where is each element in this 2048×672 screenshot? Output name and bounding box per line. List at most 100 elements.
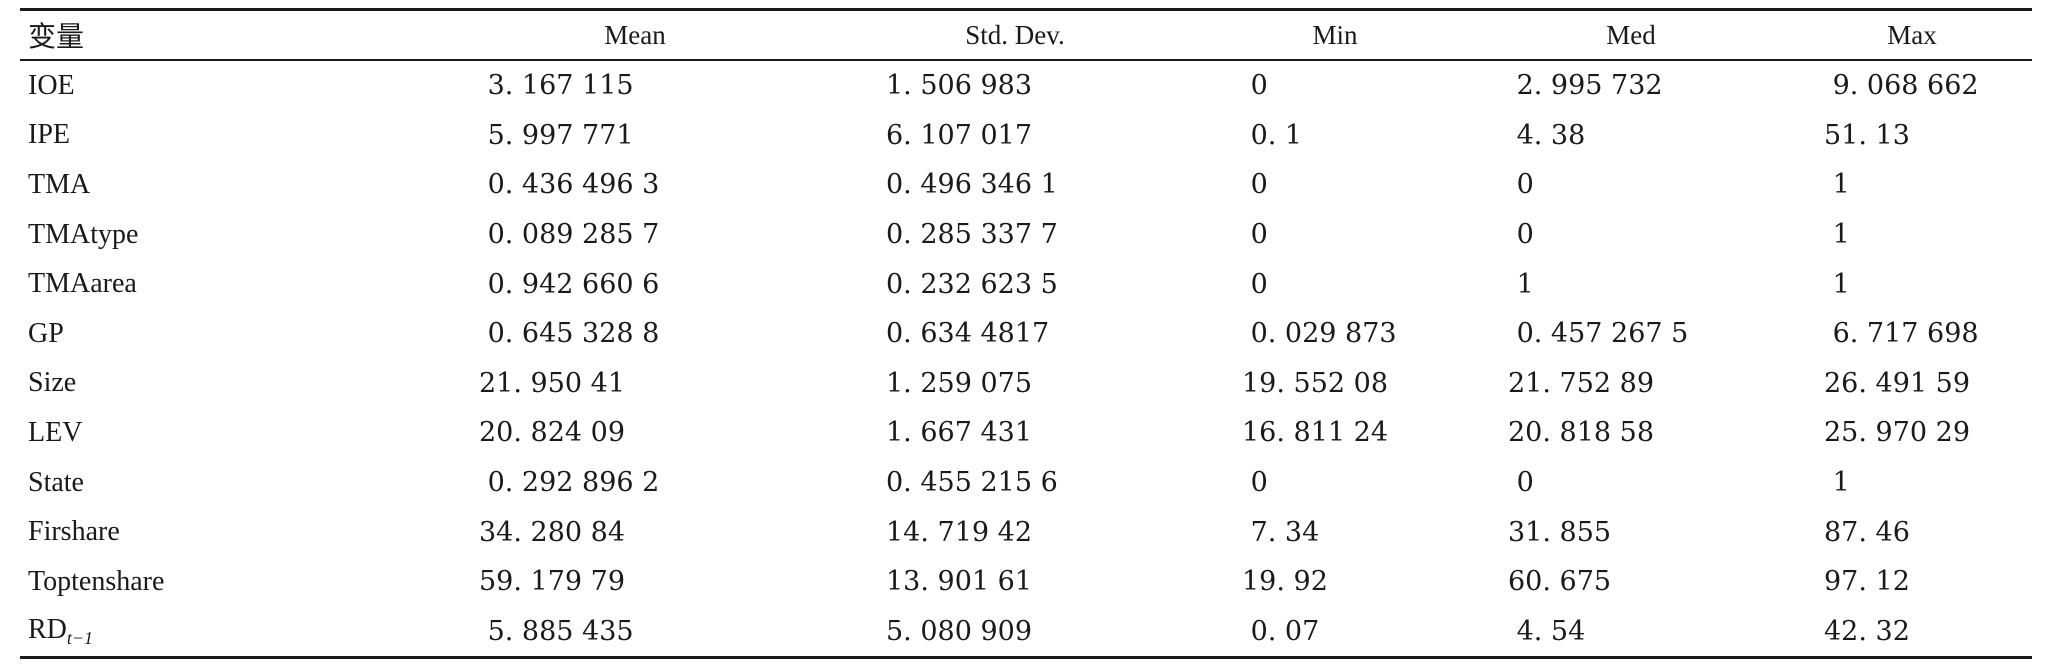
med-cell: 0. 457 267 5 (1508, 318, 1689, 350)
min-cell: 0 (1242, 219, 1268, 251)
statistics-table-container: 变量 Mean Std. Dev. Min Med Max IOE 3. 167… (20, 8, 2032, 659)
std-dev-cell: 1. 667 431 (886, 417, 1032, 449)
med-cell: 20. 818 58 (1508, 417, 1654, 449)
mean-cell: 21. 950 41 (479, 367, 625, 399)
descriptive-statistics-table: 变量 Mean Std. Dev. Min Med Max IOE 3. 167… (20, 8, 2032, 659)
min-cell: 0. 07 (1242, 615, 1320, 647)
variable-name: IPE (28, 119, 70, 151)
std-dev-cell: 14. 719 42 (886, 516, 1032, 548)
min-cell: 16. 811 24 (1242, 417, 1388, 449)
variable-name-cell: Firshare (20, 507, 440, 557)
table-row: Size 21. 950 41 1. 259 075 19. 552 08 21. 75… (20, 359, 2032, 409)
std-dev-cell: 0. 455 215 6 (886, 467, 1058, 499)
table-row: State 0. 292 896 2 0. 455 215 6 0 0 1 (20, 458, 2032, 508)
header-std-dev: Std. Dev. (965, 19, 1065, 50)
variable-name-cell: GP (20, 309, 440, 359)
variable-name: TMAarea (28, 268, 137, 300)
table-row: TMA 0. 436 496 3 0. 496 346 1 0 0 1 (20, 160, 2032, 210)
variable-name-cell: TMAtype (20, 210, 440, 260)
std-dev-cell: 0. 634 4817 (886, 318, 1050, 350)
max-cell: 6. 717 698 (1824, 318, 1979, 350)
mean-cell: 0. 292 896 2 (479, 467, 660, 499)
header-med: Med (1606, 19, 1656, 50)
variable-name-cell: IOE (20, 60, 440, 111)
min-cell: 0 (1242, 70, 1268, 102)
mean-cell: 3. 167 115 (479, 70, 634, 102)
table-row: Toptenshare 59. 179 79 13. 901 61 19. 92 60.… (20, 557, 2032, 607)
med-cell: 0 (1508, 219, 1534, 251)
med-cell: 21. 752 89 (1508, 367, 1654, 399)
mean-cell: 59. 179 79 (479, 566, 625, 598)
max-cell: 9. 068 662 (1824, 70, 1979, 102)
med-cell: 60. 675 (1508, 566, 1612, 598)
variable-name-cell: Toptenshare (20, 557, 440, 607)
variable-name-cell: State (20, 458, 440, 508)
variable-name-cell: Size (20, 359, 440, 409)
std-dev-cell: 0. 232 623 5 (886, 268, 1058, 300)
variable-name-cell: TMA (20, 160, 440, 210)
std-dev-cell: 5. 080 909 (886, 615, 1032, 647)
std-dev-cell: 0. 496 346 1 (886, 169, 1058, 201)
med-cell: 4. 54 (1508, 615, 1586, 647)
min-cell: 0. 1 (1242, 119, 1303, 151)
std-dev-cell: 1. 506 983 (886, 70, 1032, 102)
table-row: TMAarea 0. 942 660 6 0. 232 623 5 0 1 1 (20, 259, 2032, 309)
std-dev-cell: 6. 107 017 (886, 119, 1032, 151)
variable-subscript: t−1 (66, 627, 94, 648)
med-cell: 0 (1508, 169, 1534, 201)
variable-name-cell: RDt−1 (20, 607, 440, 658)
header-max: Max (1887, 19, 1937, 50)
min-cell: 19. 552 08 (1242, 367, 1388, 399)
max-cell: 1 (1824, 268, 1850, 300)
header-min: Min (1312, 19, 1358, 50)
table-row: IOE 3. 167 115 1. 506 983 0 2. 995 732 9.… (20, 60, 2032, 111)
variable-name: Toptenshare (28, 565, 165, 597)
max-cell: 25. 970 29 (1824, 417, 1970, 449)
table-row: IPE 5. 997 771 6. 107 017 0. 1 4. 38 51. 1… (20, 111, 2032, 161)
variable-name: RD (28, 613, 67, 645)
mean-cell: 5. 997 771 (479, 119, 634, 151)
med-cell: 31. 855 (1508, 516, 1612, 548)
max-cell: 1 (1824, 169, 1850, 201)
max-cell: 87. 46 (1824, 516, 1910, 548)
max-cell: 42. 32 (1824, 615, 1910, 647)
max-cell: 97. 12 (1824, 566, 1910, 598)
mean-cell: 0. 436 496 3 (479, 169, 660, 201)
std-dev-cell: 0. 285 337 7 (886, 219, 1058, 251)
table-row: LEV 20. 824 09 1. 667 431 16. 811 24 20. 818… (20, 408, 2032, 458)
variable-name: Size (28, 367, 77, 399)
variable-name: Firshare (28, 516, 120, 548)
mean-cell: 0. 942 660 6 (479, 268, 660, 300)
max-cell: 1 (1824, 219, 1850, 251)
max-cell: 26. 491 59 (1824, 367, 1970, 399)
mean-cell: 34. 280 84 (479, 516, 625, 548)
variable-name: TMAtype (28, 218, 139, 250)
mean-cell: 5. 885 435 (479, 615, 634, 647)
max-cell: 1 (1824, 467, 1850, 499)
table-row: TMAtype 0. 089 285 7 0. 285 337 7 0 0 1 (20, 210, 2032, 260)
table-body: IOE 3. 167 115 1. 506 983 0 2. 995 732 9.… (20, 60, 2032, 658)
min-cell: 0. 029 873 (1242, 318, 1397, 350)
header-variable: 变量 (28, 20, 85, 53)
variable-name-cell: LEV (20, 408, 440, 458)
variable-name-cell: IPE (20, 111, 440, 161)
std-dev-cell: 1. 259 075 (886, 367, 1032, 399)
table-row: Firshare 34. 280 84 14. 719 42 7. 34 31. 85… (20, 507, 2032, 557)
variable-name: State (28, 466, 84, 498)
min-cell: 0 (1242, 169, 1268, 201)
variable-name: LEV (28, 416, 83, 448)
med-cell: 2. 995 732 (1508, 70, 1663, 102)
min-cell: 0 (1242, 467, 1268, 499)
mean-cell: 0. 645 328 8 (479, 318, 660, 350)
variable-name: IOE (28, 69, 75, 101)
min-cell: 0 (1242, 268, 1268, 300)
std-dev-cell: 13. 901 61 (886, 566, 1032, 598)
table-row: GP 0. 645 328 8 0. 634 4817 0. 029 873 0.… (20, 309, 2032, 359)
med-cell: 1 (1508, 268, 1534, 300)
mean-cell: 20. 824 09 (479, 417, 625, 449)
mean-cell: 0. 089 285 7 (479, 219, 660, 251)
table-row: RDt−1 5. 885 435 5. 080 909 0. 07 4. 54 42… (20, 607, 2032, 658)
variable-name: GP (28, 317, 64, 349)
med-cell: 0 (1508, 467, 1534, 499)
header-mean: Mean (604, 19, 666, 50)
